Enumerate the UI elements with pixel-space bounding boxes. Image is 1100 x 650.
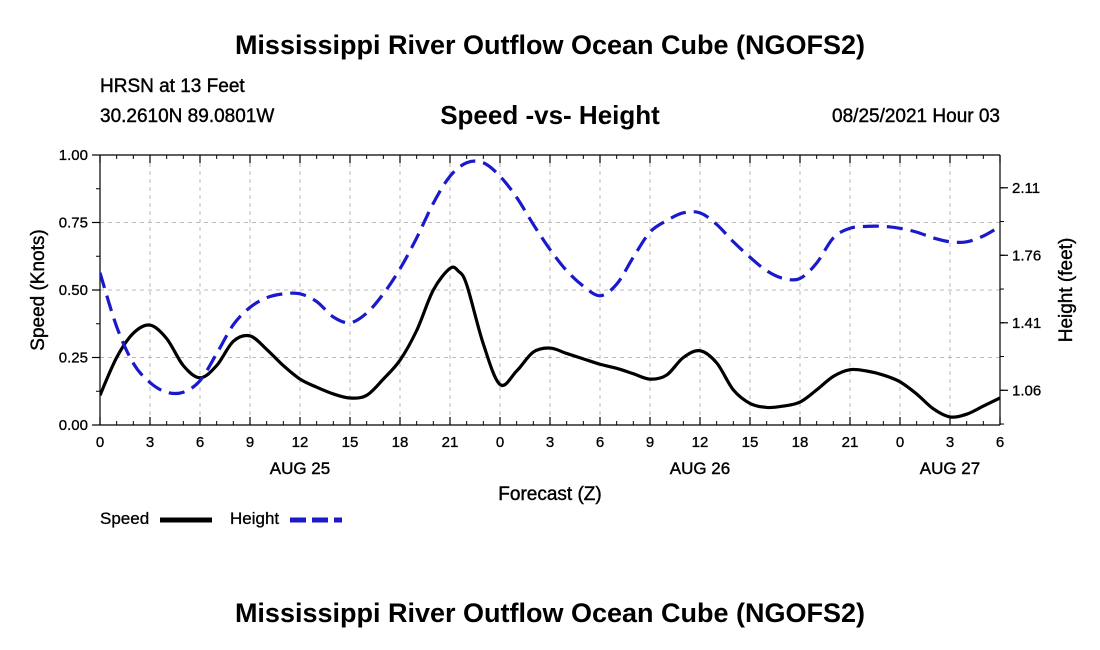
legend-speed-label: Speed: [100, 509, 150, 528]
coordinates-label: 30.2610N 89.0801W: [100, 106, 275, 127]
x-tick-label: 3: [146, 434, 154, 451]
chart-title: Speed -vs- Height: [440, 100, 660, 130]
x-tick-label: 18: [392, 434, 409, 451]
y-tick-label: 0.25: [59, 350, 88, 367]
x-tick-label: 15: [742, 434, 759, 451]
station-label: HRSN at 13 Feet: [100, 76, 245, 97]
legend-height-label: Height: [230, 509, 280, 528]
x-tick-label: 3: [546, 434, 554, 451]
y-tick-label: 1.00: [59, 147, 88, 164]
x-tick-label: 21: [442, 434, 459, 451]
y-tick-label: 0.50: [59, 282, 88, 299]
forecast-timestamp: 08/25/2021 Hour 03: [832, 106, 1000, 127]
x-tick-label: 0: [96, 434, 104, 451]
y2-tick-label: 2.11: [1012, 180, 1040, 197]
date-label: AUG 25: [270, 459, 330, 478]
date-label: AUG 26: [670, 459, 730, 478]
y2-tick-label: 1.06: [1012, 382, 1041, 399]
date-label: AUG 27: [920, 459, 980, 478]
x-tick-label: 12: [292, 434, 309, 451]
x-tick-label: 6: [196, 434, 204, 451]
x-axis-title: Forecast (Z): [498, 484, 601, 505]
y2-tick-label: 1.41: [1012, 315, 1041, 332]
height-series-line: [100, 159, 1000, 396]
x-tick-label: 6: [996, 434, 1004, 451]
y2-tick-label: 1.76: [1012, 247, 1041, 264]
speed-series-line: [100, 265, 1000, 419]
y-axis-title: Speed (Knots): [28, 229, 49, 350]
x-tick-label: 9: [246, 434, 254, 451]
x-tick-label: 18: [792, 434, 809, 451]
x-tick-label: 0: [496, 434, 504, 451]
x-tick-label: 6: [596, 434, 604, 451]
x-tick-label: 12: [692, 434, 709, 451]
x-tick-label: 0: [896, 434, 904, 451]
x-tick-label: 9: [646, 434, 654, 451]
x-tick-label: 15: [342, 434, 359, 451]
page-title: Mississippi River Outflow Ocean Cube (NG…: [234, 30, 866, 60]
y2-axis-title: Height (feet): [1056, 238, 1077, 343]
footer-title: Mississippi River Outflow Ocean Cube (NG…: [234, 598, 866, 628]
x-tick-label: 3: [946, 434, 954, 451]
y-tick-label: 0.75: [59, 215, 88, 232]
x-tick-label: 21: [842, 434, 859, 451]
y-tick-label: 0.00: [59, 417, 88, 434]
